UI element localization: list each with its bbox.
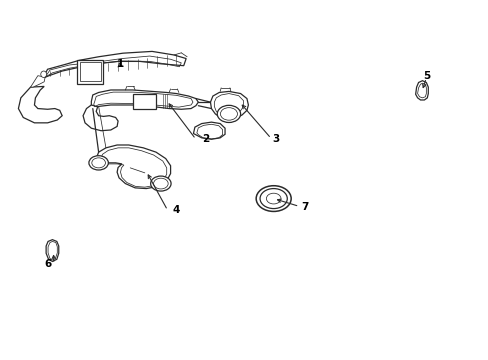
Ellipse shape <box>217 105 240 122</box>
Text: 2: 2 <box>202 134 209 144</box>
Text: 6: 6 <box>44 259 51 269</box>
Ellipse shape <box>260 189 287 208</box>
Bar <box>77 60 103 84</box>
Ellipse shape <box>41 71 46 77</box>
Polygon shape <box>19 86 62 123</box>
Ellipse shape <box>153 178 168 189</box>
Ellipse shape <box>220 108 237 120</box>
Text: 4: 4 <box>172 205 180 215</box>
Polygon shape <box>83 105 118 131</box>
Polygon shape <box>193 122 224 139</box>
Ellipse shape <box>256 186 290 211</box>
Polygon shape <box>95 145 170 189</box>
Polygon shape <box>46 240 59 261</box>
Text: 5: 5 <box>422 71 429 81</box>
Polygon shape <box>210 91 248 119</box>
Polygon shape <box>30 76 45 87</box>
Ellipse shape <box>266 193 281 204</box>
Text: 3: 3 <box>272 134 279 144</box>
Bar <box>80 63 101 81</box>
Polygon shape <box>91 90 198 109</box>
Ellipse shape <box>89 156 108 170</box>
Ellipse shape <box>150 176 171 191</box>
Polygon shape <box>42 51 186 78</box>
Text: 7: 7 <box>301 202 308 212</box>
Ellipse shape <box>92 158 105 168</box>
Text: 1: 1 <box>117 59 124 69</box>
Polygon shape <box>415 81 427 100</box>
Bar <box>132 94 156 109</box>
